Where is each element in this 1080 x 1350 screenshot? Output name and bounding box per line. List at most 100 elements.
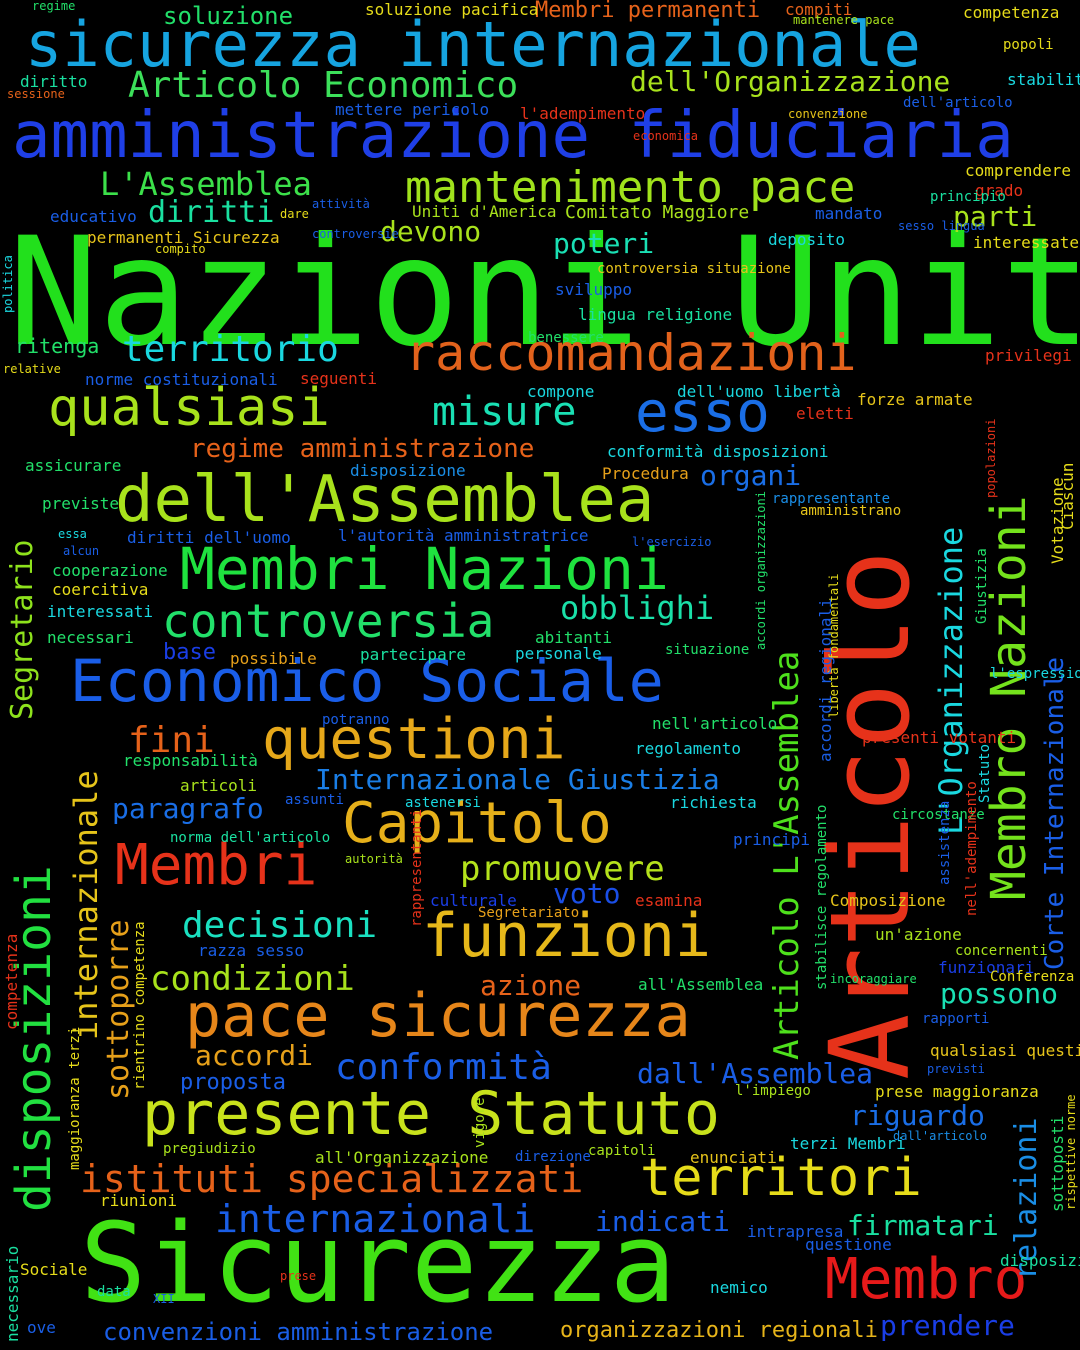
word-presenti-votanti: presenti votanti (862, 728, 1017, 747)
word-attivita: attività (312, 197, 370, 211)
word-articolo-l-assemblea: Articolo L'Assemblea (767, 650, 807, 1060)
word-alcun: alcun (63, 544, 100, 558)
word-personale: personale (515, 644, 602, 663)
word-stabilisce-regolamento: stabilisce regolamento (814, 804, 830, 990)
word-paragrafo: paragrafo (112, 792, 264, 825)
word-dell-articolo: dell'articolo (903, 95, 1013, 111)
word-questione: questione (805, 1235, 892, 1254)
word-comprendere: comprendere (965, 161, 1071, 180)
word-relative: relative (3, 362, 61, 376)
word-all-assemblea: all'Assemblea (638, 975, 764, 994)
word-questioni: questioni (262, 707, 566, 772)
word-autorita: autorità (345, 852, 403, 866)
word-base: base (163, 640, 216, 665)
word-disposizione: disposizione (350, 461, 466, 480)
word-funzioni: funzioni (422, 901, 711, 971)
word-norma-dell-articolo: norma dell'articolo (170, 830, 331, 846)
word-segretario: Segretario (5, 539, 40, 720)
word-prese-maggioranza: prese maggioranza (875, 1082, 1039, 1101)
word-controversia-situazione: controversia situazione (597, 261, 791, 277)
word-controversia: controversia (162, 594, 495, 648)
word-raccomandazioni: raccomandazioni (405, 324, 857, 382)
word-l-impiego: l'impiego (735, 1083, 811, 1099)
word-corte-internazionale: Corte Internazionale (1040, 656, 1070, 970)
word-amministrazione-fiduciaria: amministrazione fiduciaria (12, 99, 1014, 173)
word-soluzione: soluzione (163, 2, 294, 30)
word-situazione: situazione (665, 642, 750, 658)
word-educativo: educativo (50, 207, 137, 226)
word-competenza: competenza (963, 3, 1060, 22)
word-direzione: direzione (515, 1149, 591, 1165)
word-conformita-disposizioni: conformità disposizioni (607, 442, 829, 461)
word-razza-sesso: razza sesso (198, 941, 304, 960)
word-pregiudizio: pregiudizio (163, 1141, 256, 1157)
word-compone: compone (527, 382, 595, 401)
word-principio: principio (930, 189, 1006, 205)
word-territorio: territorio (122, 329, 339, 370)
word-rapporti: rapporti (922, 1011, 990, 1027)
word-procedura: Procedura (602, 464, 689, 483)
word-nell-articolo: nell'articolo (652, 714, 778, 733)
word-pace-sicurezza: pace sicurezza (185, 981, 691, 1051)
word-eletti: eletti (796, 404, 854, 423)
word-culturale: culturale (430, 891, 517, 910)
word-internazionale: internazionale (67, 770, 105, 1040)
word-segretariato: Segretariato (478, 905, 580, 921)
word-controversie: controversie (312, 227, 399, 241)
word-territori: territori (640, 1148, 922, 1208)
word-convenzioni-amministrazione: convenzioni amministrazione (103, 1318, 494, 1346)
word-soluzione-pacifica: soluzione pacifica (365, 0, 539, 19)
word-qualsiasi-questione: qualsiasi questione (930, 1041, 1080, 1060)
word-compito: compito (155, 242, 206, 256)
word-dell-uomo-liberta: dell'uomo libertà (677, 382, 841, 401)
word-diritto: diritto (20, 72, 88, 91)
word-organizzazioni-regionali: organizzazioni regionali (560, 1318, 878, 1343)
word-dare: dare (280, 207, 309, 221)
word-cooperazione: cooperazione (52, 561, 168, 580)
word-composizione: Composizione (830, 891, 946, 910)
word-presente-statuto: presente Statuto (142, 1079, 720, 1149)
word-rispettive-norme: rispettive norme (1064, 1094, 1078, 1210)
word-ove: ove (27, 1318, 56, 1337)
word-accordi-regionali: accordi regionali (816, 598, 835, 762)
word-intrapresa: intrapresa (747, 1222, 844, 1241)
word-devono: devono (380, 215, 482, 248)
word-misure: misure (432, 389, 577, 435)
word-esamina: esamina (635, 891, 703, 910)
word-comitato-maggiore: Comitato Maggiore (565, 202, 750, 223)
word-articoli: articoli (180, 776, 258, 795)
word-organi: organi (700, 459, 802, 492)
word-mettere-pericolo: mettere pericolo (335, 100, 490, 119)
word-interessati: interessati (47, 602, 153, 621)
word-membro-nazioni: Membro Nazioni (981, 495, 1037, 900)
word-assistenza: assistenza (937, 800, 953, 885)
word-conferenza: Conferenza (990, 969, 1075, 985)
word-l-adempimento: l'adempimento (520, 104, 646, 123)
word-compiti: compiti (785, 0, 853, 19)
word-l-organizzazione: L'Organizzazione (932, 526, 970, 835)
word-funzionari: funzionari (938, 958, 1035, 977)
word-amministrano: amministrano (800, 503, 902, 519)
word-accordi-organizzazioni: accordi organizzazioni (754, 491, 768, 650)
word-qualsiasi: qualsiasi (48, 378, 330, 438)
word-nell-adempimento: nell'adempimento (964, 781, 980, 916)
word-sessione: sessione (7, 87, 65, 101)
word-voto: voto (553, 877, 621, 910)
word-popoli: popoli (1003, 37, 1054, 53)
word-dall-articolo: dall'articolo (893, 1129, 987, 1143)
word-essa: essa (58, 527, 87, 541)
word-istituti-specializzati: istituti specializzati (80, 1157, 584, 1201)
word-xii: XII (153, 1292, 175, 1306)
word-ciascun: Ciascun (1058, 462, 1077, 530)
word-capitoli: capitoli (588, 1143, 656, 1159)
word-parti: parti (953, 200, 1038, 233)
word-giustizia: Giustizia (974, 548, 990, 624)
word-regolamento: regolamento (635, 739, 741, 758)
word-disposizioni: disposizioni (6, 865, 62, 1212)
word-forze-armate: forze armate (857, 390, 973, 409)
word-previsti: previsti (927, 1062, 985, 1076)
word-responsabilita: responsabilità (123, 751, 258, 770)
word-disposizione-presente: disposizione presente (1000, 1251, 1080, 1270)
word-internazionali: internazionali (215, 1197, 536, 1241)
word-capitolo: Capitolo (342, 791, 612, 856)
